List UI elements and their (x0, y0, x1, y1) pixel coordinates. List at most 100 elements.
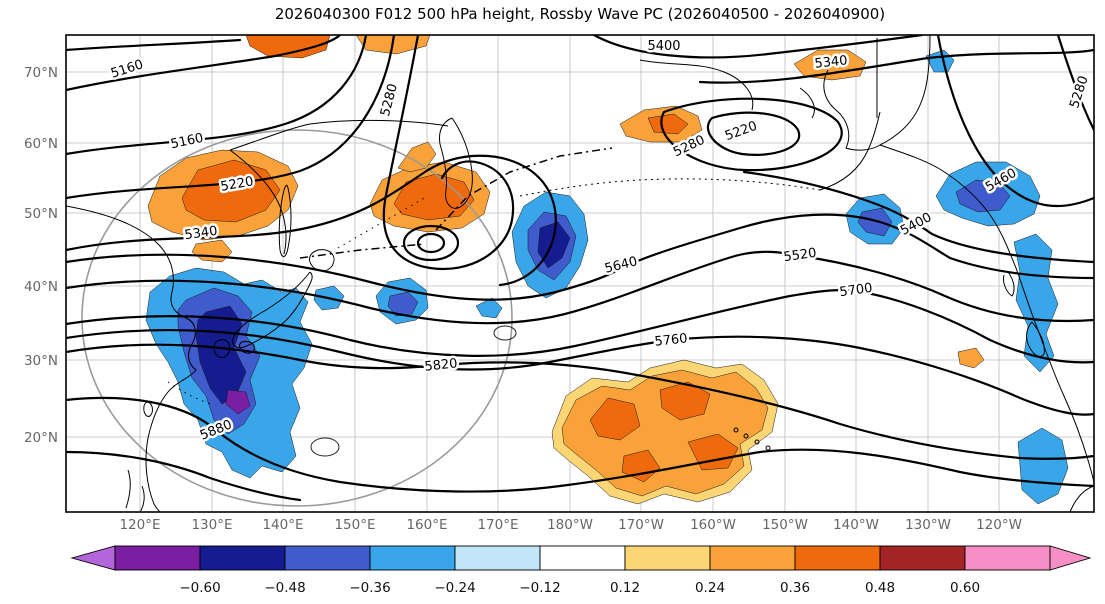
height-contour (742, 170, 1094, 264)
lon-tick-label: 160°E (406, 517, 447, 533)
height-contours (66, 35, 1094, 502)
plot-frame (65, 34, 1095, 513)
lon-tick-label: 170°W (618, 517, 664, 533)
height-contour (66, 154, 557, 287)
chart-title: 2026040300 F012 500 hPa height, Rossby W… (275, 5, 885, 23)
colorbar-tick-label: 0.60 (950, 580, 980, 596)
contour-label: 5280 (1067, 74, 1091, 110)
coastline-seward-peninsula (799, 87, 815, 119)
colorbar-segment (964, 545, 1051, 571)
height-contour (66, 288, 1094, 364)
negative-anomaly-patch (225, 389, 251, 415)
height-contour (66, 35, 396, 200)
lat-tick-label: 20°N (24, 430, 58, 446)
colorbar-segment (199, 545, 286, 571)
wave-packet-envelope-ellipse (81, 129, 513, 507)
colorbar-tick-label: 0.36 (780, 580, 810, 596)
height-contour (1056, 35, 1094, 132)
negative-anomaly-patch (925, 49, 955, 73)
contour-label: 5700 (839, 281, 874, 300)
positive-anomaly-patch (191, 239, 233, 263)
hawaii-island (754, 439, 760, 445)
coastline-haida-gwaii (1003, 271, 1015, 297)
height-contour (66, 213, 1094, 301)
lon-tick-label: 150°E (334, 517, 375, 533)
coastline-philippines (125, 469, 145, 512)
x-axis: 120°E 130°E 140°E 150°E 160°E 170°E 180°… (119, 517, 1021, 533)
height-contour (66, 450, 302, 502)
coastline-okhotsk-north (229, 119, 449, 151)
coastline-hokkaido (309, 249, 335, 272)
closed-low-contour (706, 111, 801, 156)
contour-label: 5160 (169, 131, 204, 153)
contour-label: 5400 (898, 210, 934, 239)
height-contour (66, 343, 1094, 460)
height-contour (66, 250, 1094, 325)
negative-anomaly-patch (1013, 233, 1059, 373)
contour-label: 5340 (814, 53, 848, 71)
colorbar-segment (284, 545, 371, 571)
hawaii-island (765, 445, 771, 451)
colorbar-segment (624, 545, 711, 571)
coastline-kamchatka (439, 117, 473, 209)
height-contour (66, 328, 1094, 416)
positive-anomaly-patch (181, 159, 281, 223)
coastline-asia (66, 205, 197, 512)
y-axis: 70°N 60°N 50°N 40°N 30°N 20°N (24, 65, 58, 446)
coastline-aleutian-islands (519, 178, 821, 197)
coastlines (66, 35, 1094, 512)
positive-anomaly-patch (589, 397, 641, 441)
closed-low-contour (660, 97, 843, 172)
positive-anomaly-patch (245, 35, 331, 59)
colorbar-segment (539, 545, 626, 571)
contour-label: 5520 (783, 246, 818, 265)
colorbar-tick-label: 0.12 (610, 580, 640, 596)
colorbar-segment (794, 545, 881, 571)
coastline-okhotsk (229, 149, 287, 255)
positive-anomaly-patch (397, 141, 437, 173)
colorbar-tick-label: −0.48 (264, 580, 305, 596)
lat-tick-label: 50°N (24, 206, 58, 222)
lon-tick-label: 140°W (833, 517, 879, 533)
height-contour (698, 48, 1094, 84)
lat-tick-label: 30°N (24, 353, 58, 369)
colorbar-tick-label: −0.24 (434, 580, 475, 596)
height-contour (66, 35, 342, 92)
coastline-vancouver-island (1026, 321, 1045, 357)
coastline-honshu (232, 271, 313, 349)
colorbar-segment (114, 545, 201, 571)
coastline-taiwan (143, 401, 153, 417)
lon-tick-label: 140°E (262, 517, 303, 533)
positive-anomaly-patch (687, 433, 739, 471)
coastline-kyushu (213, 339, 231, 358)
height-contour (382, 35, 515, 271)
coastline-alaska-west (823, 35, 931, 151)
lon-tick-label: 160°W (690, 517, 736, 533)
lon-tick-label: 130°E (191, 517, 232, 533)
height-contour (936, 35, 1094, 208)
negative-anomaly-patch (1017, 427, 1069, 505)
height-contour (592, 35, 924, 59)
closed-low-contour (416, 232, 446, 254)
coastline-corner (1069, 485, 1094, 512)
colorbar-tick-labels: −0.60 −0.48 −0.36 −0.24 −0.12 0.12 0.24 … (179, 580, 980, 596)
contour-label: 5220 (723, 119, 759, 144)
colorbar-segment (879, 545, 966, 571)
positive-anomaly-patch (659, 381, 711, 421)
lon-tick-label: 130°W (905, 517, 951, 533)
contour-label: 5760 (654, 331, 688, 349)
lon-tick-label: 120°E (119, 517, 160, 533)
trough-axis-line (299, 243, 426, 259)
hawaii-island (733, 427, 739, 433)
colorbar-tick-label: −0.36 (349, 580, 390, 596)
hawaii-island (743, 433, 749, 439)
coastline-north-america-west (879, 144, 1094, 483)
lat-tick-label: 70°N (24, 65, 58, 81)
height-contour (66, 396, 1094, 493)
colorbar-segment (369, 545, 456, 571)
contour-label: 5400 (647, 39, 680, 54)
trough-axis-line (435, 147, 613, 231)
lat-tick-label: 60°N (24, 136, 58, 152)
negative-anomaly-patch (955, 179, 1011, 213)
